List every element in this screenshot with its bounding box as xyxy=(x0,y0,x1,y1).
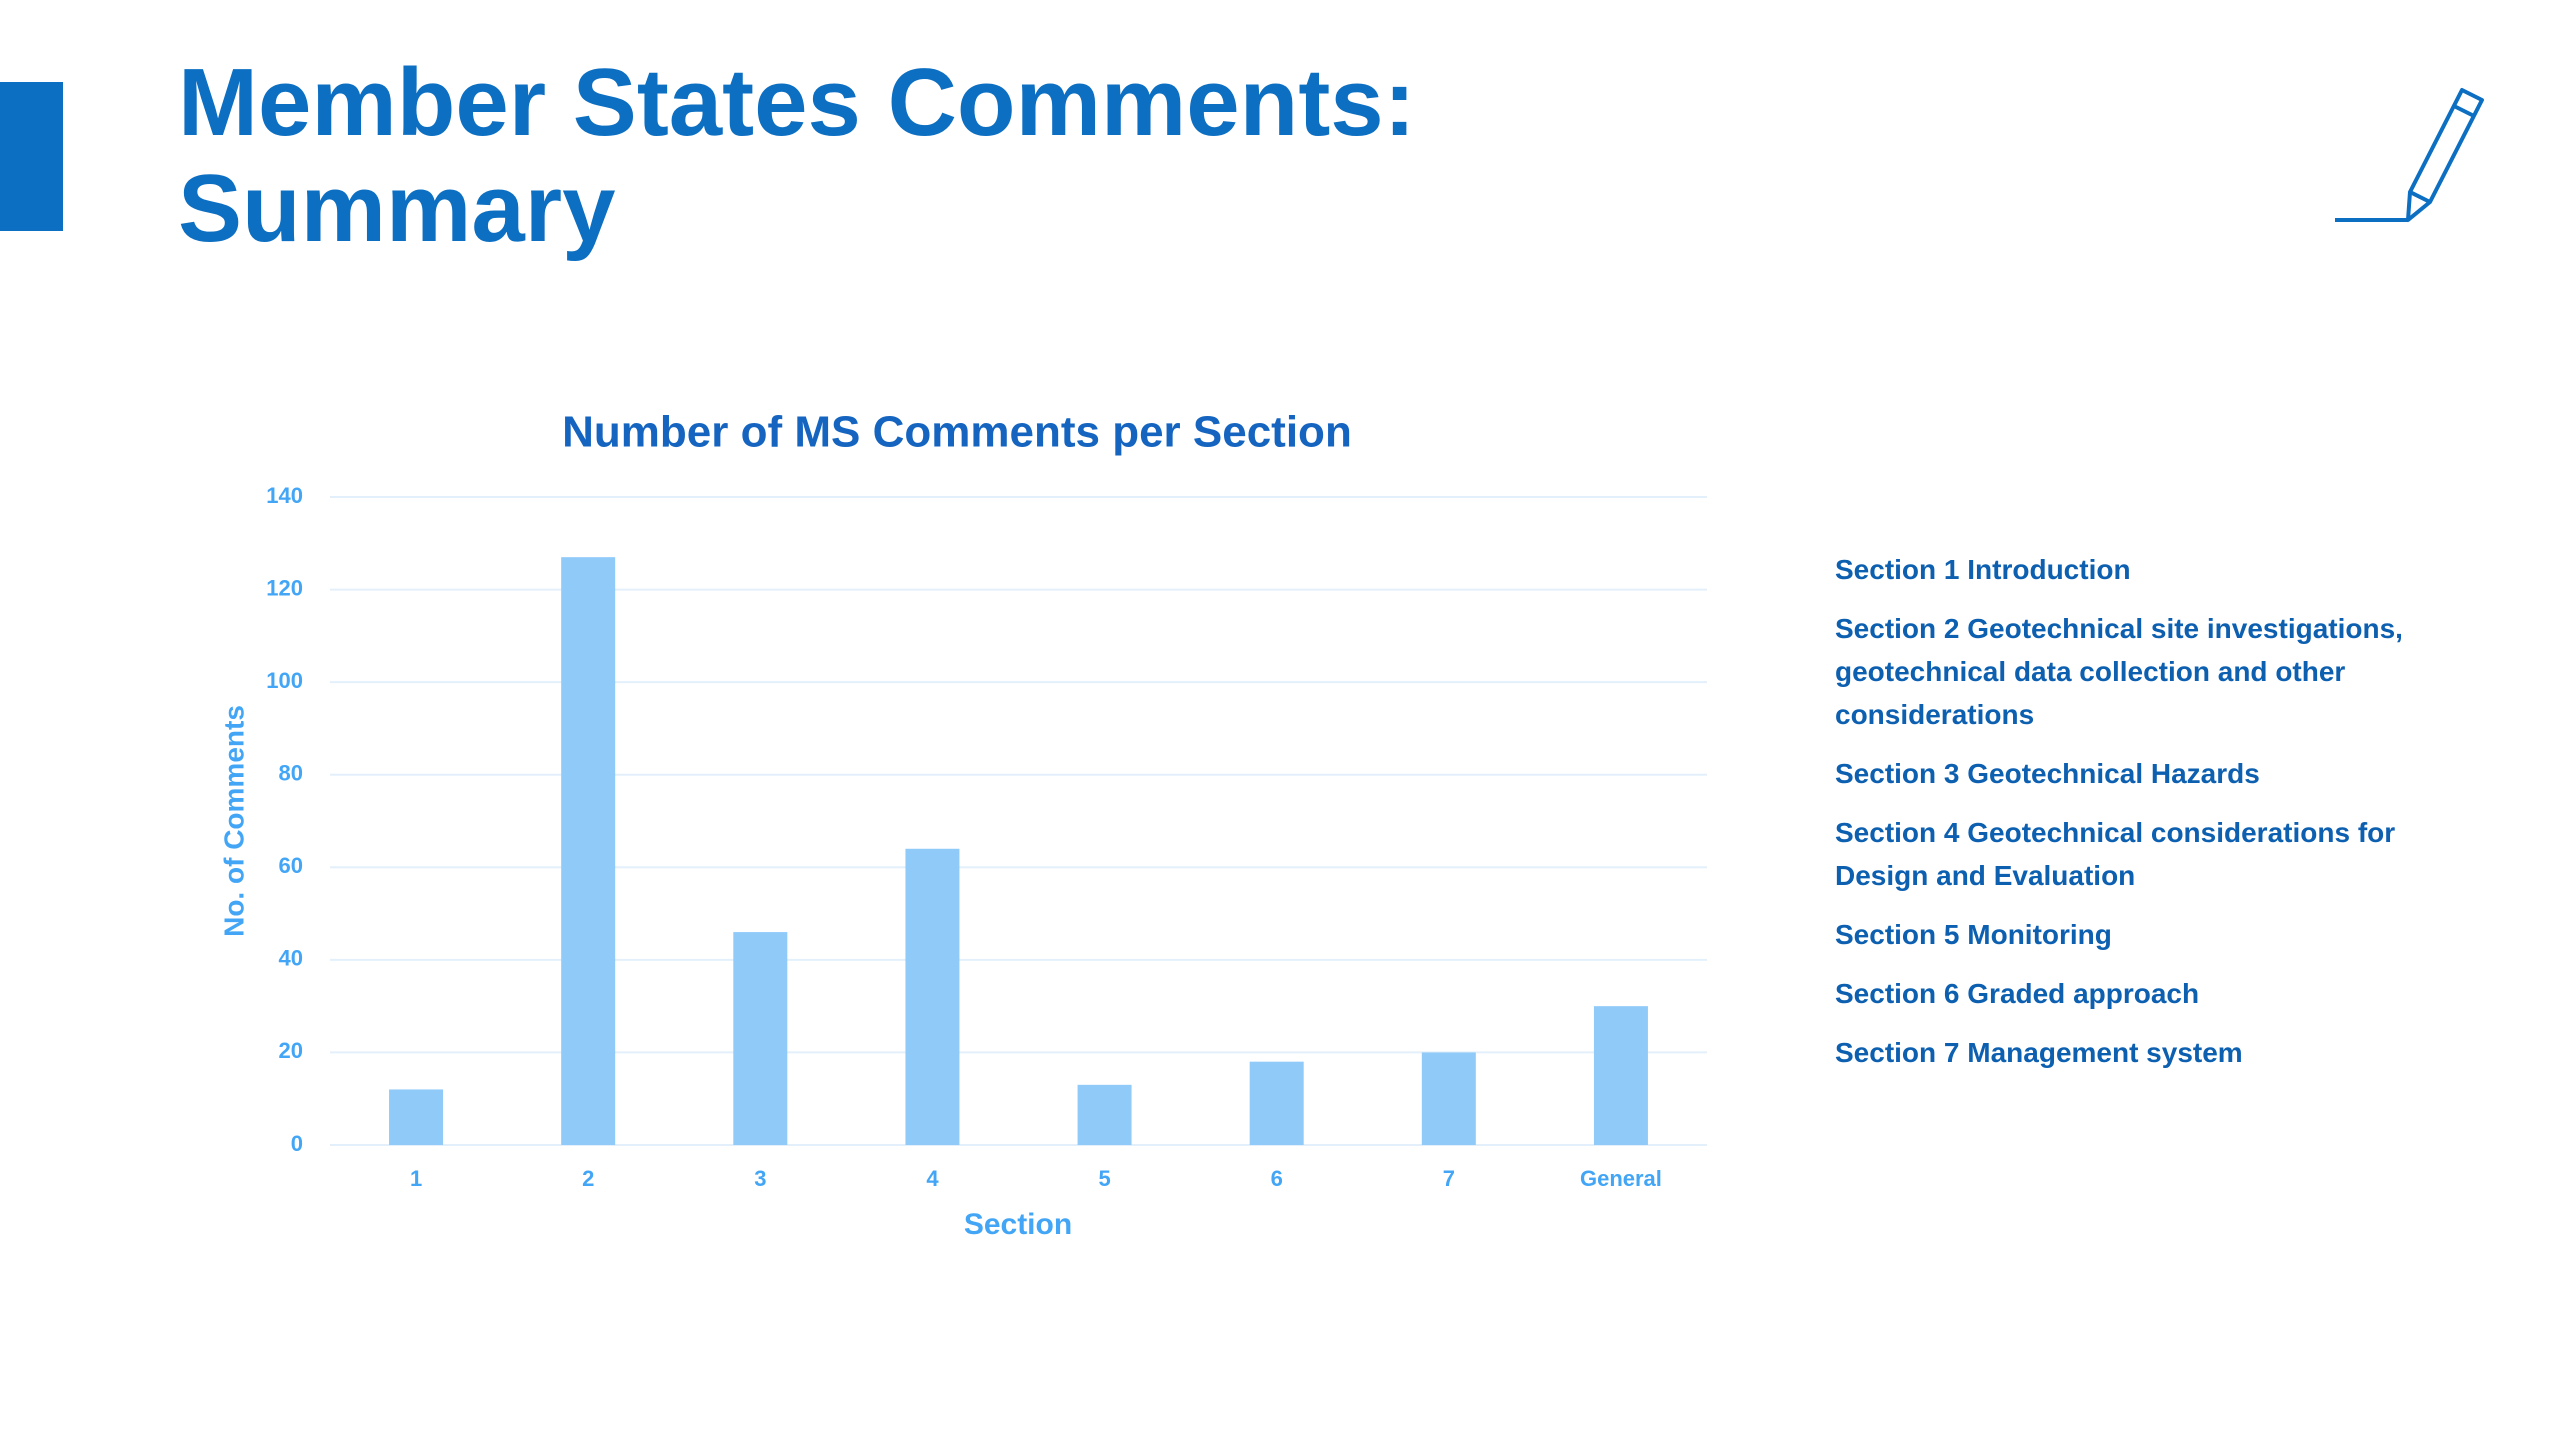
section-item: Section 2 Geotechnical site investigatio… xyxy=(1835,613,2403,730)
slide-title: Member States Comments: Summary xyxy=(178,50,1416,262)
chart: Number of MS Comments per Section Sectio… xyxy=(218,408,1707,1241)
x-axis-label: Section xyxy=(964,1208,1072,1241)
x-tick-label: 3 xyxy=(754,1166,766,1191)
x-tick-label: 1 xyxy=(410,1166,422,1191)
y-tick-label: 100 xyxy=(266,668,303,693)
y-tick-label: 120 xyxy=(266,575,303,600)
x-tick-label: 6 xyxy=(1271,1166,1283,1191)
bar xyxy=(1593,1006,1648,1145)
x-tick-label: 4 xyxy=(926,1166,939,1191)
section-item: Section 3 Geotechnical Hazards xyxy=(1835,758,2260,789)
chart-title: Number of MS Comments per Section xyxy=(562,408,1352,457)
x-tick-label: General xyxy=(1580,1166,1662,1191)
section-item: Section 5 Monitoring xyxy=(1835,919,2112,950)
y-tick-label: 140 xyxy=(266,483,303,508)
section-item: Section 1 Introduction xyxy=(1835,554,2131,585)
x-tick-label: 5 xyxy=(1098,1166,1110,1191)
y-axis-label: No. of Comments xyxy=(218,705,249,937)
bar xyxy=(561,557,616,1145)
section-item: Section 7 Management system xyxy=(1835,1037,2243,1068)
y-tick-label: 80 xyxy=(279,761,303,786)
bar xyxy=(1249,1061,1304,1145)
section-item: Section 6 Graded approach xyxy=(1835,978,2200,1009)
y-tick-label: 60 xyxy=(279,853,303,878)
y-tick-label: 20 xyxy=(279,1038,303,1063)
bar xyxy=(1077,1084,1132,1145)
bar xyxy=(389,1089,444,1145)
title-line: Summary xyxy=(178,155,616,262)
y-tick-label: 0 xyxy=(291,1131,303,1156)
accent-bar xyxy=(0,82,63,231)
section-list: Section 1 Introduction Section 2 Geotechn… xyxy=(1835,548,2495,1090)
x-tick-label: 7 xyxy=(1443,1166,1455,1191)
title-line: Member States Comments: xyxy=(178,49,1416,156)
section-item: Section 4 Geotechnical considerations fo… xyxy=(1835,817,2396,891)
y-tick-label: 40 xyxy=(279,946,303,971)
bar xyxy=(905,848,960,1145)
x-tick-label: 2 xyxy=(582,1166,594,1191)
bar xyxy=(733,932,788,1145)
pencil-icon xyxy=(2335,88,2484,222)
bar xyxy=(1421,1052,1476,1145)
